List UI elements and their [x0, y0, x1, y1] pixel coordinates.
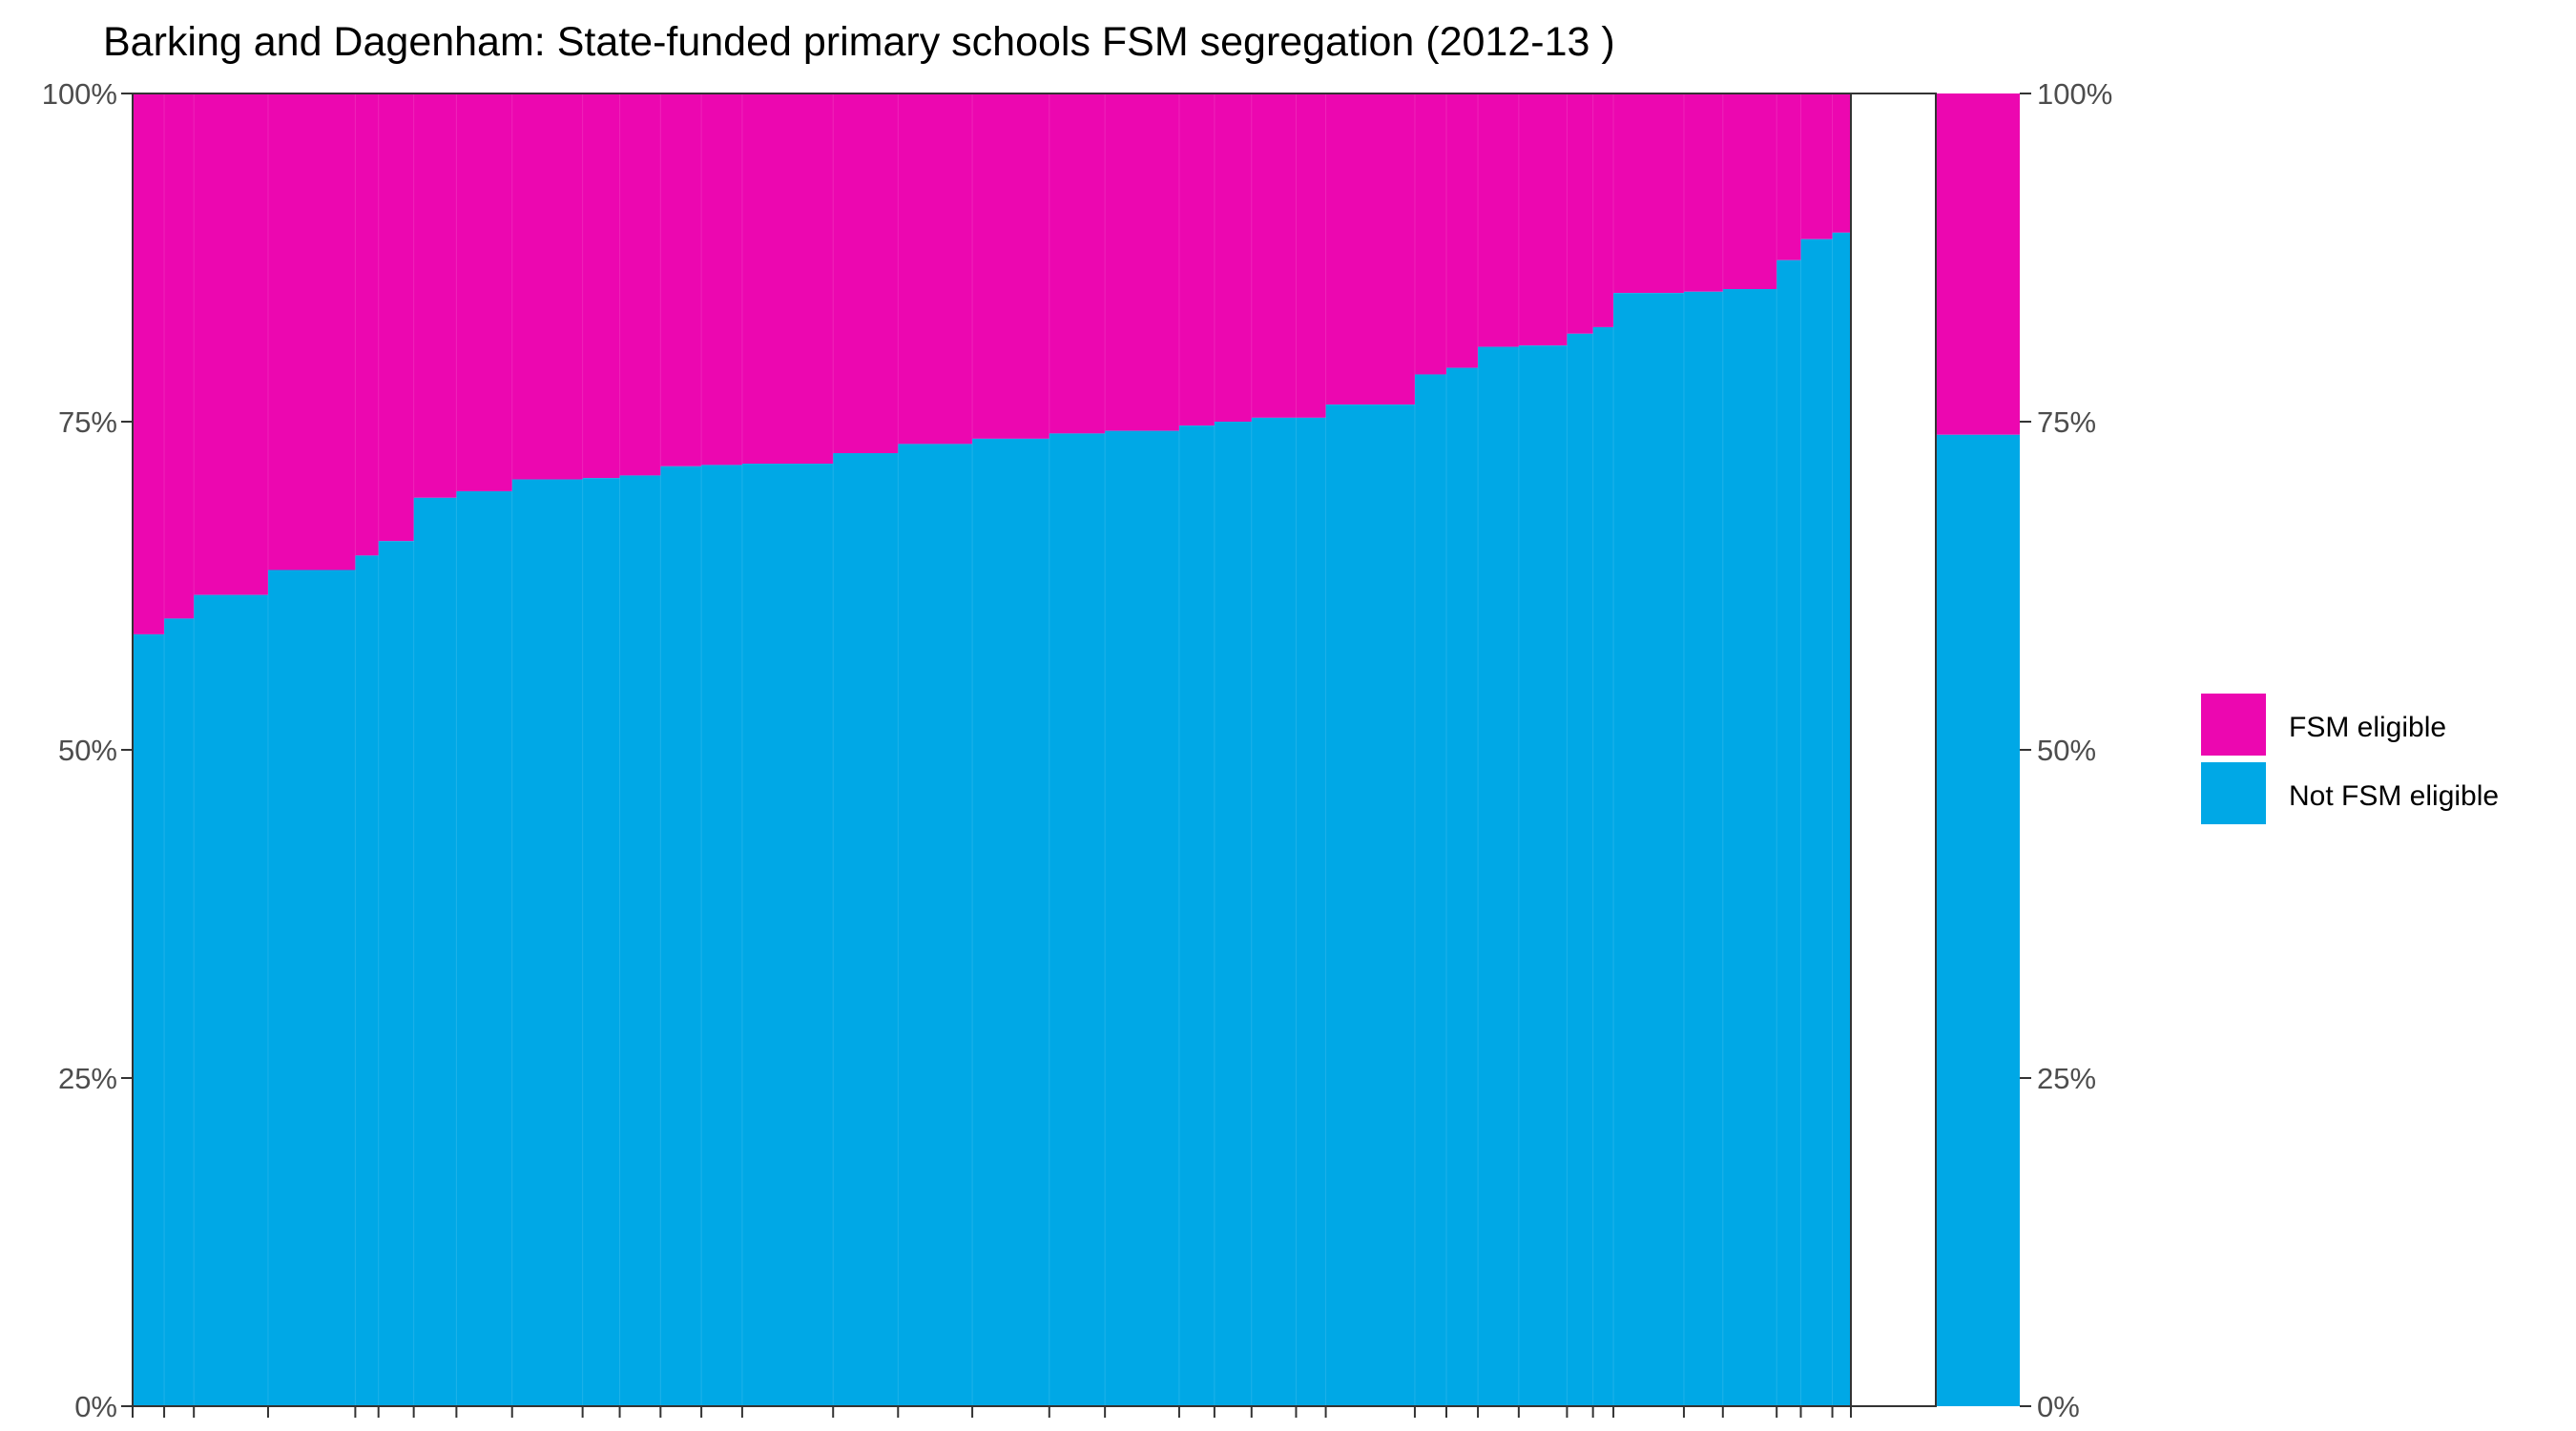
bar-fsm-eligible-31	[1613, 93, 1685, 294]
bar-fsm-eligible-3	[194, 93, 269, 595]
bar-fsm-eligible-35	[1800, 93, 1834, 239]
legend: FSM eligible Not FSM eligible	[2201, 694, 2499, 824]
bar-not-fsm-eligible-33	[1722, 289, 1777, 1407]
bar-fsm-eligible-1	[133, 93, 165, 634]
y-tick-label-left: 0%	[74, 1390, 117, 1423]
y-tick-label-left: 25%	[58, 1062, 117, 1095]
bar-fsm-eligible-6	[378, 93, 415, 542]
bar-fsm-eligible-26	[1446, 93, 1479, 368]
bar-not-fsm-eligible-5	[355, 555, 380, 1406]
bar-fsm-eligible-11	[619, 93, 661, 476]
bar-fsm-eligible-29	[1567, 93, 1594, 334]
bar-fsm-eligible-15	[833, 93, 899, 454]
bar-not-fsm-eligible-18	[1049, 433, 1106, 1406]
bar-not-fsm-eligible-26	[1446, 367, 1479, 1407]
bar-not-fsm-eligible-34	[1776, 259, 1802, 1407]
bar-not-fsm-eligible-11	[619, 475, 661, 1406]
y-tick-label-right: 50%	[2037, 734, 2096, 767]
bar-fsm-eligible-32	[1683, 93, 1724, 292]
y-tick-label-left: 75%	[58, 405, 117, 439]
bar-fsm-eligible-2	[164, 93, 195, 619]
bar-not-fsm-eligible-21	[1214, 422, 1253, 1406]
bar-fsm-eligible-25	[1414, 93, 1447, 375]
bar-fsm-eligible-4	[267, 93, 356, 570]
bar-not-fsm-eligible-30	[1592, 326, 1614, 1407]
y-tick-label-right: 25%	[2037, 1062, 2096, 1095]
bar-fsm-eligible-16	[898, 93, 973, 445]
bar-fsm-eligible-17	[972, 93, 1050, 439]
bar-not-fsm-eligible-1	[133, 633, 165, 1406]
bar-not-fsm-eligible-9	[511, 479, 584, 1406]
bar-fsm-eligible-13	[701, 93, 743, 466]
bar-not-fsm-eligible-3	[194, 594, 269, 1406]
bar-not-fsm-eligible-17	[972, 438, 1050, 1406]
bar-not-fsm-eligible-19	[1105, 430, 1180, 1407]
bar-not-fsm-eligible-6	[378, 541, 415, 1406]
bar-fsm-eligible-9	[511, 93, 584, 480]
y-tick-label-left: 100%	[42, 77, 117, 111]
legend-label-fsm-eligible: FSM eligible	[2289, 712, 2446, 743]
bar-fsm-eligible-19	[1105, 93, 1180, 431]
total-bar-fsm-eligible	[1936, 93, 2020, 435]
bar-not-fsm-eligible-25	[1414, 374, 1447, 1406]
bar-fsm-eligible-12	[660, 93, 702, 467]
bar-not-fsm-eligible-29	[1567, 333, 1594, 1407]
bar-not-fsm-eligible-20	[1178, 425, 1215, 1407]
bar-fsm-eligible-30	[1592, 93, 1614, 327]
bar-not-fsm-eligible-23	[1296, 417, 1327, 1406]
bar-fsm-eligible-7	[413, 93, 457, 498]
bar-fsm-eligible-28	[1518, 93, 1568, 346]
bar-not-fsm-eligible-7	[413, 497, 457, 1406]
gap-panel	[1850, 93, 1937, 1407]
y-tick-label-right: 75%	[2037, 405, 2096, 439]
bar-not-fsm-eligible-31	[1613, 293, 1685, 1407]
school-bars	[132, 93, 1852, 1407]
bar-not-fsm-eligible-12	[660, 466, 702, 1406]
bar-not-fsm-eligible-32	[1683, 291, 1724, 1406]
y-tick-label-left: 50%	[58, 734, 117, 767]
bar-not-fsm-eligible-16	[898, 444, 973, 1407]
bar-not-fsm-eligible-4	[267, 570, 356, 1406]
bar-not-fsm-eligible-27	[1478, 346, 1520, 1406]
total-bar-not-fsm-eligible	[1936, 434, 2020, 1406]
bar-not-fsm-eligible-10	[582, 478, 621, 1407]
legend-swatch-not-fsm-eligible	[2201, 762, 2266, 824]
legend-swatch-fsm-eligible	[2201, 694, 2266, 756]
bar-not-fsm-eligible-28	[1518, 345, 1568, 1406]
bar-fsm-eligible-24	[1325, 93, 1416, 405]
bar-fsm-eligible-34	[1776, 93, 1802, 260]
y-tick-label-right: 0%	[2037, 1390, 2080, 1423]
bar-fsm-eligible-18	[1049, 93, 1106, 434]
total-bar	[1850, 93, 2020, 1407]
bar-not-fsm-eligible-2	[164, 618, 195, 1406]
axes: 0% 0% 25% 25% 50% 50% 75% 75% 100% 100%	[42, 77, 2113, 1423]
bar-fsm-eligible-36	[1832, 93, 1852, 233]
legend-label-not-fsm-eligible: Not FSM eligible	[2289, 780, 2499, 812]
bar-fsm-eligible-21	[1214, 93, 1253, 422]
bar-not-fsm-eligible-24	[1325, 404, 1416, 1406]
bar-fsm-eligible-27	[1478, 93, 1520, 347]
bar-not-fsm-eligible-13	[701, 465, 743, 1407]
bar-fsm-eligible-5	[355, 93, 380, 556]
bar-not-fsm-eligible-36	[1832, 232, 1852, 1407]
bar-fsm-eligible-14	[741, 93, 834, 465]
y-tick-label-right: 100%	[2037, 77, 2112, 111]
bar-fsm-eligible-10	[582, 93, 621, 479]
bar-fsm-eligible-22	[1251, 93, 1298, 418]
bar-fsm-eligible-20	[1178, 93, 1215, 426]
bar-not-fsm-eligible-35	[1800, 238, 1834, 1407]
bar-not-fsm-eligible-15	[833, 453, 899, 1406]
bar-fsm-eligible-8	[456, 93, 513, 491]
bar-not-fsm-eligible-8	[456, 490, 513, 1406]
chart-title: Barking and Dagenham: State-funded prima…	[103, 19, 1615, 65]
bar-fsm-eligible-33	[1722, 93, 1777, 290]
bar-not-fsm-eligible-14	[741, 464, 834, 1407]
bar-fsm-eligible-23	[1296, 93, 1327, 418]
bar-not-fsm-eligible-22	[1251, 417, 1298, 1406]
